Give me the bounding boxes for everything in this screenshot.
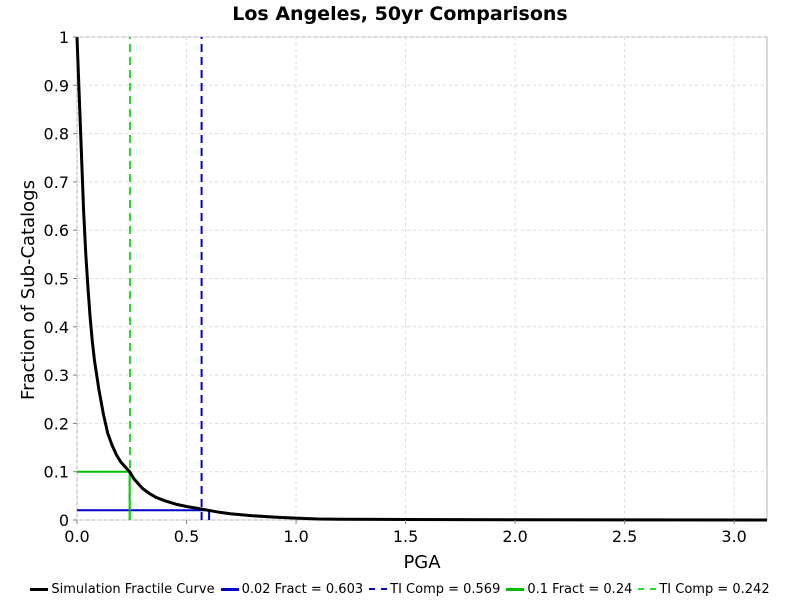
y-tick-label: 0.8 [44,125,69,144]
legend-label: Simulation Fractile Curve [51,581,215,597]
y-axis-ticks: 0 0.1 0.2 0.3 0.4 0.5 0.6 0.7 0.8 0.9 1 [44,28,77,530]
legend-item: 0.02 Fract = 0.603 [220,581,364,597]
legend-label: 0.1 Fract = 0.24 [527,581,633,597]
x-tick-label: 0.0 [64,527,89,546]
y-tick-label: 0.4 [44,318,69,337]
x-tick-label: 3.0 [721,527,746,546]
x-tick-label: 1.0 [283,527,308,546]
x-axis-label: PGA [403,552,441,573]
y-tick-label: 0.3 [44,366,69,385]
legend-item: TI Comp = 0.569 [369,582,500,597]
series-layer [75,36,768,522]
legend-swatch [638,588,657,590]
x-tick-label: 1.5 [393,527,418,546]
y-tick-label: 0.9 [44,76,69,95]
y-tick-label: 0 [59,511,69,530]
legend-item: Simulation Fractile Curve [30,581,215,597]
x-axis-ticks: 0.0 0.5 1.0 1.5 2.0 2.5 3.0 [64,520,747,546]
chart-legend: Simulation Fractile Curve 0.02 Fract = 0.… [0,579,800,599]
y-tick-label: 0.1 [44,463,69,482]
y-tick-label: 1 [59,28,69,47]
x-tick-label: 0.5 [174,527,199,546]
chart-svg: Los Angeles, 50yr Comparisons 0.0 0.5 1.0 1… [18,3,768,573]
legend-swatch [30,587,49,591]
chart-title: Los Angeles, 50yr Comparisons [232,3,567,25]
x-tick-label: 2.5 [612,527,637,546]
legend-swatch [369,588,388,590]
y-tick-label: 0.6 [44,221,69,240]
legend-label: TI Comp = 0.569 [390,581,501,597]
x-tick-label: 2.0 [502,527,527,546]
y-axis-label: Fraction of Sub-Catalogs [18,180,39,400]
legend-label: 0.02 Fract = 0.603 [241,581,364,597]
y-tick-label: 0.7 [44,173,69,192]
grid-lines [76,36,767,521]
y-tick-label: 0.5 [44,270,69,289]
legend-swatch [506,587,525,591]
legend-item: 0.1 Fract = 0.24 [506,582,632,597]
legend-item: TI Comp = 0.242 [638,581,770,597]
series-line-0 [75,36,768,522]
y-tick-label: 0.2 [44,414,69,433]
legend-swatch [220,587,239,591]
legend-label: TI Comp = 0.242 [659,581,770,597]
